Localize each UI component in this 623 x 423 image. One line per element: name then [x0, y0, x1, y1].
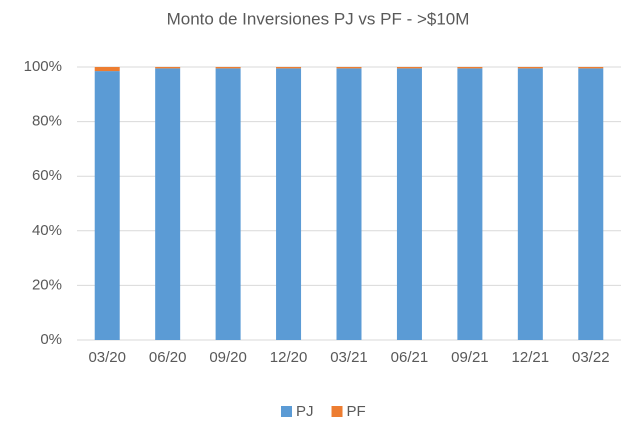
x-tick-label: 12/20 — [270, 349, 308, 366]
y-tick-label: 0% — [40, 331, 62, 348]
x-tick-label: 12/21 — [512, 349, 550, 366]
legend-label: PF — [347, 403, 366, 420]
bar-segment — [396, 67, 422, 69]
y-tick-label: 100% — [24, 58, 62, 75]
x-tick-label: 09/21 — [451, 349, 489, 366]
chart-title: Monto de Inversiones PJ vs PF - >$10M — [167, 9, 470, 28]
bar-segment — [517, 67, 543, 69]
x-tick-label: 09/20 — [209, 349, 247, 366]
bar-segment — [457, 67, 483, 69]
bar-segment — [215, 67, 241, 69]
legend-swatch — [281, 406, 292, 417]
bar-segment — [276, 67, 302, 69]
x-tick-label: 06/21 — [391, 349, 429, 366]
bar-segment — [94, 67, 120, 72]
bar-segment — [215, 68, 241, 341]
y-tick-label: 20% — [32, 276, 62, 293]
legend-swatch — [331, 406, 343, 417]
x-tick-label: 03/21 — [330, 349, 368, 366]
x-tick-label: 03/22 — [572, 349, 610, 366]
bar-segment — [94, 71, 120, 340]
bar-segment — [336, 68, 362, 341]
bar-segment — [517, 68, 543, 341]
bar-segment — [336, 67, 362, 69]
bar-segment — [396, 68, 422, 341]
bar-segment — [457, 68, 483, 341]
bar-segment — [578, 68, 604, 341]
legend-label: PJ — [296, 403, 314, 420]
y-tick-label: 40% — [32, 222, 62, 239]
x-tick-label: 03/20 — [88, 349, 126, 366]
bar-segment — [578, 67, 604, 69]
y-tick-label: 80% — [32, 113, 62, 130]
bar-segment — [155, 67, 181, 69]
x-tick-label: 06/20 — [149, 349, 187, 366]
bar-segment — [155, 68, 181, 341]
bar-segment — [276, 68, 302, 341]
y-tick-label: 60% — [32, 167, 62, 184]
